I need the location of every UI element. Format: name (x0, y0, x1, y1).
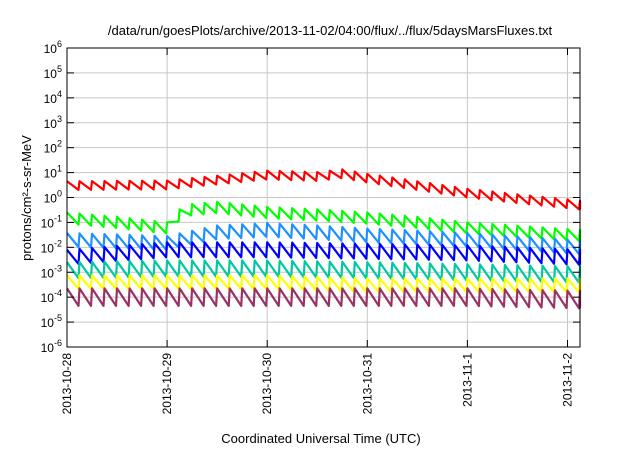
series-line-2 (66, 200, 582, 243)
x-tick-label: 2013-11-1 (460, 353, 474, 407)
series-line-1 (66, 168, 582, 211)
y-tick-exponent: 2 (57, 139, 62, 149)
x-tick-label: 2013-10-28 (60, 353, 74, 415)
y-tick-exponent: 3 (57, 114, 62, 124)
y-tick-exponent: 1 (57, 164, 62, 174)
series-line-4 (66, 241, 582, 266)
y-tick-exponent: -4 (54, 288, 62, 298)
y-tick-exponent: 6 (57, 39, 62, 49)
x-axis-label: Coordinated Universal Time (UTC) (221, 431, 420, 446)
series-line-7 (66, 287, 582, 310)
y-tick-exponent: 5 (57, 64, 62, 74)
y-tick-exponent: -5 (54, 313, 62, 323)
y-tick-exponent: 0 (57, 189, 62, 199)
x-tick-label: 2013-11-2 (560, 353, 574, 407)
y-tick-exponent: 4 (57, 89, 62, 99)
y-tick-exponent: -3 (54, 263, 62, 273)
y-tick-exponent: -2 (54, 238, 62, 248)
x-tick-label: 2013-10-30 (260, 353, 274, 415)
y-tick-exponent: -1 (54, 213, 62, 223)
plot-border (66, 47, 581, 348)
x-tick-label: 2013-10-29 (160, 353, 174, 415)
chart-title: /data/run/goesPlots/archive/2013-11-02/0… (108, 23, 553, 38)
y-axis-label: protons/cm²-s-sr-MeV (19, 135, 34, 261)
y-tick-exponent: -6 (54, 338, 62, 348)
x-tick-label: 2013-10-31 (360, 353, 374, 415)
series-layer (66, 168, 582, 310)
